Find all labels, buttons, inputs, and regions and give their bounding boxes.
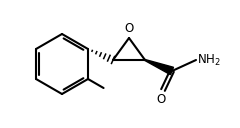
Polygon shape (145, 60, 174, 75)
Text: NH$_2$: NH$_2$ (197, 52, 221, 68)
Text: O: O (124, 23, 134, 35)
Text: O: O (156, 93, 166, 106)
